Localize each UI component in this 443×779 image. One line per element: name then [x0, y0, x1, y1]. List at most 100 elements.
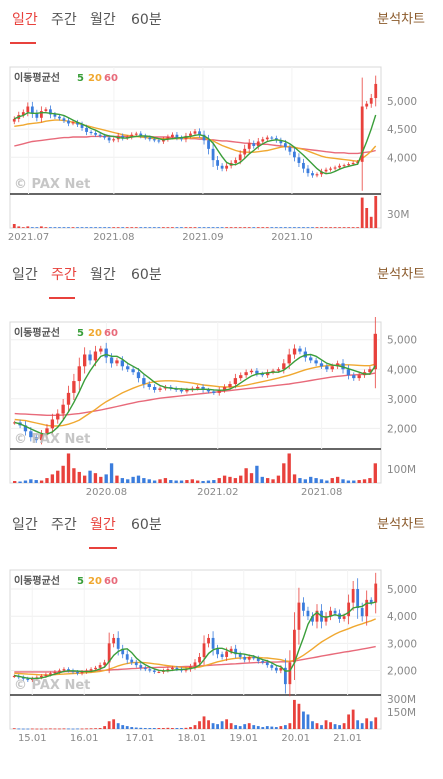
volume-bar	[85, 227, 88, 228]
volume-bar	[98, 227, 102, 228]
candle-body	[298, 348, 302, 352]
candle-body	[39, 675, 43, 678]
paxnet-watermark: © PAX Net	[14, 177, 90, 192]
volume-bar	[163, 478, 168, 483]
volume-bar	[30, 728, 34, 730]
volume-bar	[21, 227, 25, 228]
tab-monthly[interactable]: 월간	[90, 517, 116, 533]
volume-bar	[207, 227, 210, 228]
candle-body	[333, 167, 337, 169]
tab-60min[interactable]: 60분	[131, 517, 162, 533]
tab-daily[interactable]: 일간	[12, 267, 38, 283]
candle-body	[238, 654, 242, 657]
volume-bar	[341, 479, 345, 483]
volume-bar	[134, 727, 138, 729]
analysis-chart-link[interactable]: 분석차트	[377, 517, 425, 532]
volume-bar	[202, 716, 206, 729]
daily-price-chart[interactable]: 4,000 4,500 5,000 2021.07 2021.08 2021.09 2021…	[0, 62, 443, 247]
candle-body	[76, 122, 79, 125]
volume-bar	[311, 721, 314, 729]
volume-bar	[169, 480, 173, 483]
candle-body	[265, 662, 269, 666]
volume-bar	[130, 227, 134, 228]
volume-scale-label: 100M	[387, 464, 416, 476]
volume-bar	[152, 728, 156, 729]
legend-title: 이동평균선	[14, 574, 60, 587]
candle-body	[185, 389, 189, 392]
candle-body	[99, 348, 103, 352]
tab-monthly[interactable]: 월간	[90, 12, 116, 28]
candle-body	[61, 404, 65, 414]
volume-bar	[243, 724, 247, 729]
candle-body	[67, 669, 70, 671]
candle-body	[228, 384, 232, 387]
candle-body	[357, 375, 361, 379]
candle-body	[44, 674, 48, 676]
candle-body	[270, 665, 274, 668]
candle-body	[283, 143, 287, 148]
tab-daily[interactable]: 일간	[12, 12, 38, 28]
tab-daily[interactable]: 일간	[12, 517, 38, 533]
x-tick-label: 2021.02	[197, 487, 238, 497]
candle-body	[315, 174, 319, 176]
volume-bar	[112, 719, 116, 729]
candle-body	[356, 589, 360, 609]
candle-body	[34, 437, 38, 441]
candle-body	[311, 173, 314, 176]
volume-bar	[45, 478, 49, 483]
candle-body	[44, 109, 48, 112]
candle-body	[89, 131, 93, 134]
volume-bar	[35, 227, 39, 228]
candle-body	[49, 109, 52, 115]
candle-body	[12, 118, 16, 122]
candle-body	[94, 667, 97, 670]
candle-body	[234, 648, 238, 655]
analysis-chart-link[interactable]: 분석차트	[377, 267, 425, 282]
candle-body	[157, 671, 161, 673]
volume-bar	[274, 727, 278, 729]
volume-bar	[342, 227, 346, 228]
tab-monthly[interactable]: 월간	[90, 267, 116, 283]
volume-bar	[12, 728, 16, 730]
candle-body	[158, 388, 162, 390]
candle-body	[347, 164, 351, 166]
tab-weekly[interactable]: 주간	[51, 12, 77, 28]
x-tick-label: 18.01	[177, 733, 206, 744]
tab-weekly[interactable]: 주간	[51, 267, 77, 283]
candle-body	[238, 154, 242, 161]
candle-body	[207, 637, 210, 644]
volume-bar	[189, 227, 192, 228]
tab-60min[interactable]: 60분	[131, 12, 162, 28]
volume-bar	[166, 727, 170, 729]
monthly-price-chart[interactable]: 2,000 3,000 4,000 5,000 15.01 16.01 17.01 18.01…	[0, 565, 443, 745]
volume-bar	[130, 727, 134, 729]
volume-bar	[329, 227, 332, 228]
candle-body	[202, 134, 206, 141]
candle-body	[126, 366, 130, 370]
weekly-price-chart[interactable]: 2,000 3,000 4,000 5,000 2020.08 2021.02 2021.0…	[0, 317, 443, 497]
candle-body	[335, 363, 340, 367]
volume-bar	[175, 728, 179, 729]
volume-bar	[271, 479, 275, 483]
candle-body	[62, 118, 66, 121]
volume-bar	[282, 463, 286, 483]
candle-body	[115, 360, 119, 364]
candle-body	[112, 139, 116, 141]
x-tick-label: 2021.10	[271, 232, 312, 243]
candle-body	[30, 678, 34, 681]
volume-bar	[66, 453, 71, 483]
y-tick-label: 4,000	[387, 364, 417, 376]
volume-bar	[256, 726, 260, 729]
candle-body	[346, 369, 351, 376]
tab-60min[interactable]: 60분	[131, 267, 162, 283]
tab-weekly[interactable]: 주간	[51, 517, 77, 533]
candle-body	[58, 116, 61, 119]
volume-bar	[229, 227, 233, 228]
candle-body	[171, 667, 174, 670]
candle-body	[247, 143, 251, 149]
volume-panel	[9, 448, 382, 484]
analysis-chart-link[interactable]: 분석차트	[377, 12, 425, 27]
volume-bar	[18, 481, 22, 483]
candle-body	[53, 114, 57, 117]
candle-body	[256, 141, 260, 147]
